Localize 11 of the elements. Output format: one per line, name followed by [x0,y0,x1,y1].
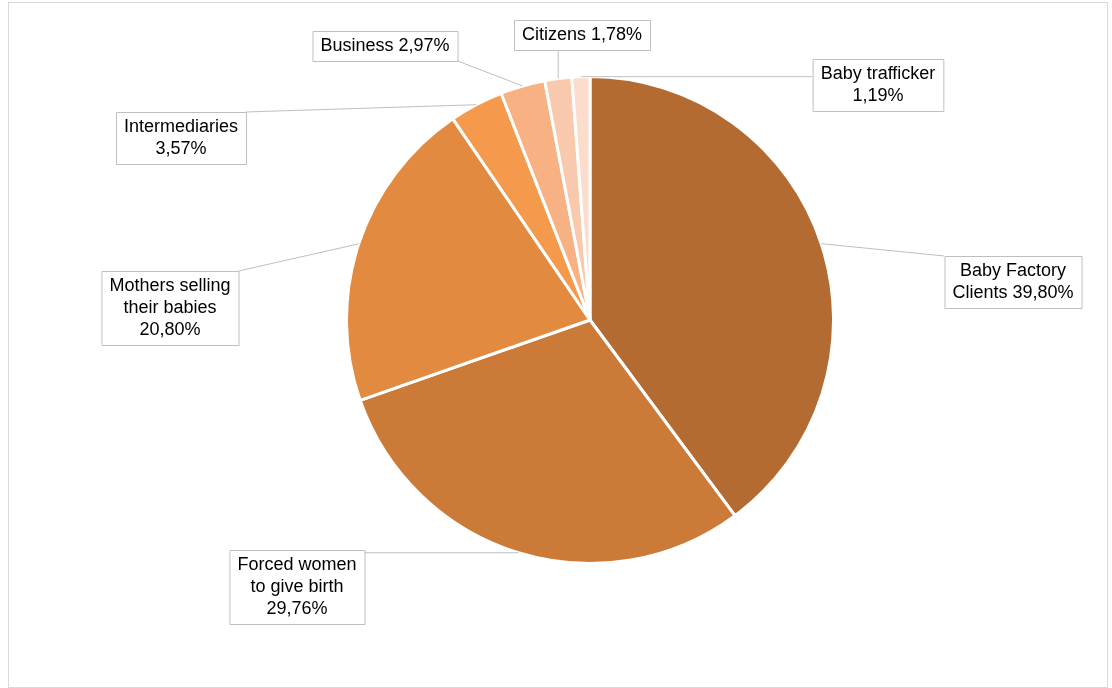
slice-label: Intermediaries [123,115,239,136]
slice-label: Mothers selling their babies [109,274,231,317]
slice-label: Business 2,97% [320,34,450,55]
data-label: 29,76% [266,597,328,618]
data-label: 1,19% [852,84,904,105]
slice-label: Baby trafficker [820,62,936,83]
slice-label: Forced women to give birth [237,553,357,596]
data-label: 20,80% [139,318,201,339]
data-label: 3,57% [155,137,207,158]
slice-label: Citizens 1,78% [521,23,643,44]
slice-label: Baby Factory Clients 39,80% [952,259,1074,302]
